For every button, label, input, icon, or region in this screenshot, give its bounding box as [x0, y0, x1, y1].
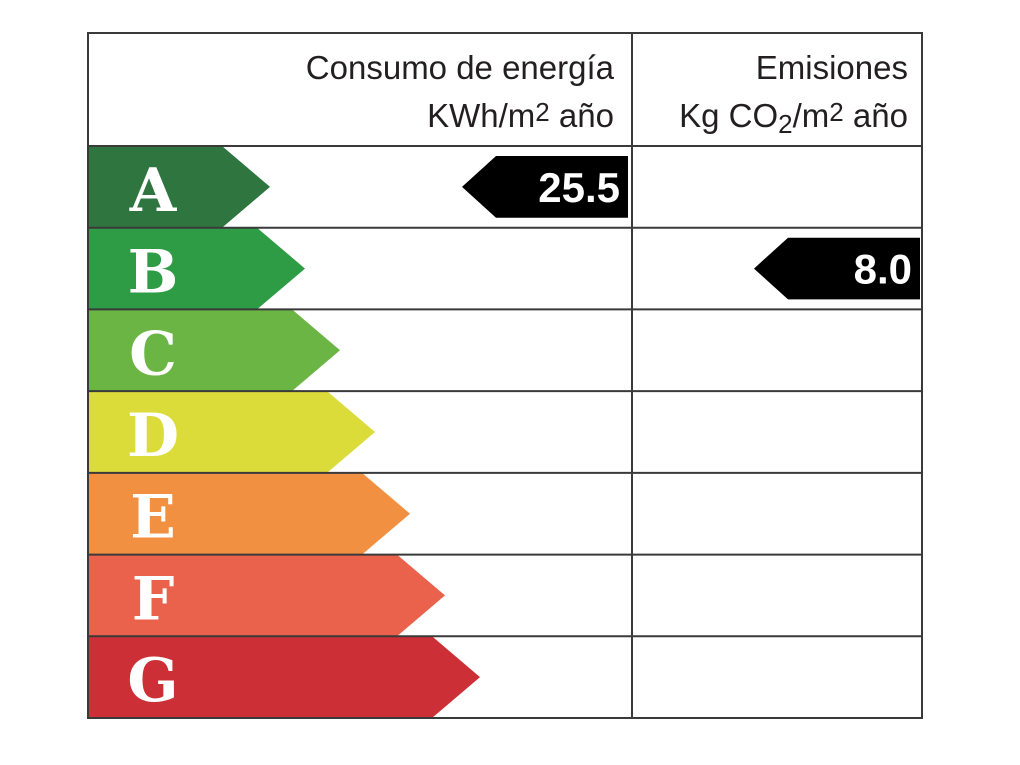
rating-arrow-D	[88, 391, 375, 473]
rating-letter-D: D	[127, 401, 179, 471]
rating-letter-B: B	[128, 238, 179, 308]
energy-unit-exponent: 2	[535, 97, 550, 127]
rating-letter-A: A	[129, 156, 178, 226]
rating-arrow-E	[88, 472, 410, 555]
emissions-unit-a: Kg CO	[679, 97, 779, 134]
energy-unit-prefix: KWh/m	[427, 97, 536, 134]
emissions-unit-subscript: 2	[778, 109, 793, 139]
emissions-marker	[754, 237, 920, 300]
energy-unit-suffix: año	[549, 97, 614, 134]
rating-arrow-F	[88, 554, 445, 637]
rating-arrow-C	[88, 309, 340, 392]
rating-arrow-G	[88, 636, 480, 718]
energy-marker	[462, 156, 628, 218]
energy-value: 25.5	[538, 164, 620, 211]
rating-letter-C: C	[129, 319, 177, 389]
emissions-unit-exponent: 2	[829, 97, 844, 127]
emissions-unit-suffix: año	[843, 97, 908, 134]
emissions-value: 8.0	[854, 246, 912, 293]
rating-arrow-B	[88, 227, 305, 310]
rating-letter-E: E	[130, 483, 176, 553]
rating-letter-G: G	[127, 646, 178, 716]
emissions-unit: Kg CO2/m2 año	[636, 90, 908, 146]
emissions-unit-b: /m	[792, 97, 830, 134]
emissions-title: Emisiones	[755, 49, 908, 86]
energy-unit: KWh/m2 año	[200, 90, 614, 138]
table-border	[87, 32, 923, 719]
energy-title: Consumo de energía	[305, 49, 614, 86]
rating-letter-F: F	[132, 564, 175, 634]
emissions-header: Emisiones Kg CO2/m2 año	[636, 46, 908, 146]
rating-arrow-A	[88, 146, 270, 228]
energy-header: Consumo de energía KWh/m2 año	[200, 46, 614, 138]
